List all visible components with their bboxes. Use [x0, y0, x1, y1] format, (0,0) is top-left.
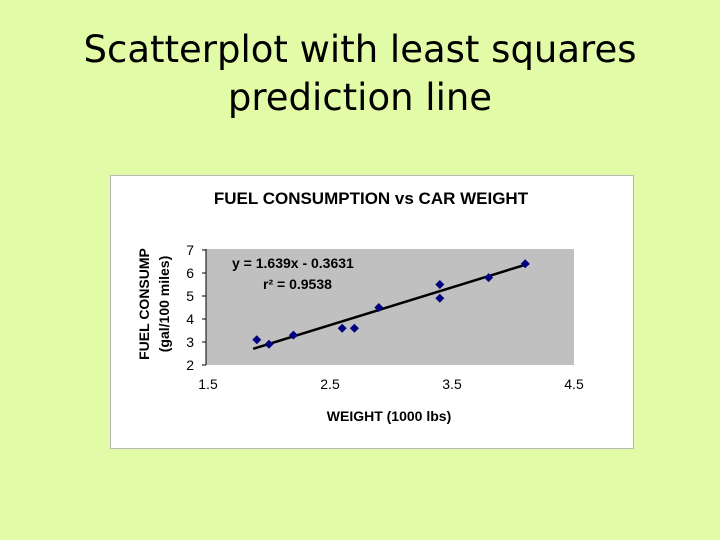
- trendline-equation: y = 1.639x - 0.3631: [232, 255, 354, 271]
- y-tick-label: 6: [186, 265, 194, 281]
- r-squared-label: r² = 0.9538: [263, 276, 332, 292]
- y-axis-label-line-2: (gal/100 miles): [156, 256, 172, 353]
- slide-title-line-1: Scatterplot with least squares: [83, 28, 637, 71]
- data-points: [252, 259, 530, 349]
- x-tick-label: 2.5: [320, 376, 340, 392]
- tick-labels: 2 3 4 5 6 7 1.5 2.5 3.5 4.5: [186, 242, 584, 392]
- y-tick-label: 3: [186, 334, 194, 350]
- y-tick-label: 7: [186, 242, 194, 258]
- data-point: [252, 335, 262, 345]
- y-tick-label: 5: [186, 288, 194, 304]
- data-point: [264, 339, 274, 349]
- data-point: [520, 259, 530, 269]
- chart-container: FUEL CONSUMPTION vs CAR WEIGHT 2 3 4 5 6 7 1.5…: [110, 175, 634, 449]
- data-point: [484, 273, 494, 283]
- data-point: [337, 323, 347, 333]
- axes: [202, 249, 207, 366]
- x-tick-label: 3.5: [442, 376, 462, 392]
- data-point: [435, 280, 445, 289]
- data-point: [374, 303, 384, 312]
- y-axis-label-line-1: FUEL CONSUMP: [136, 248, 152, 360]
- data-point: [349, 323, 359, 333]
- x-tick-label: 1.5: [198, 376, 218, 392]
- trendline: [252, 262, 530, 351]
- y-tick-label: 4: [186, 311, 194, 327]
- data-point: [435, 293, 445, 303]
- x-axis-label: WEIGHT (1000 lbs): [327, 408, 451, 424]
- slide-title-line-2: prediction line: [227, 76, 493, 119]
- scatter-chart: FUEL CONSUMPTION vs CAR WEIGHT 2 3 4 5 6 7 1.5…: [136, 189, 584, 424]
- x-tick-label: 4.5: [564, 376, 584, 392]
- y-tick-label: 2: [186, 357, 194, 373]
- slide-title: Scatterplot with least squares predictio…: [0, 26, 720, 122]
- chart-title: FUEL CONSUMPTION vs CAR WEIGHT: [214, 189, 529, 208]
- data-point: [288, 330, 298, 340]
